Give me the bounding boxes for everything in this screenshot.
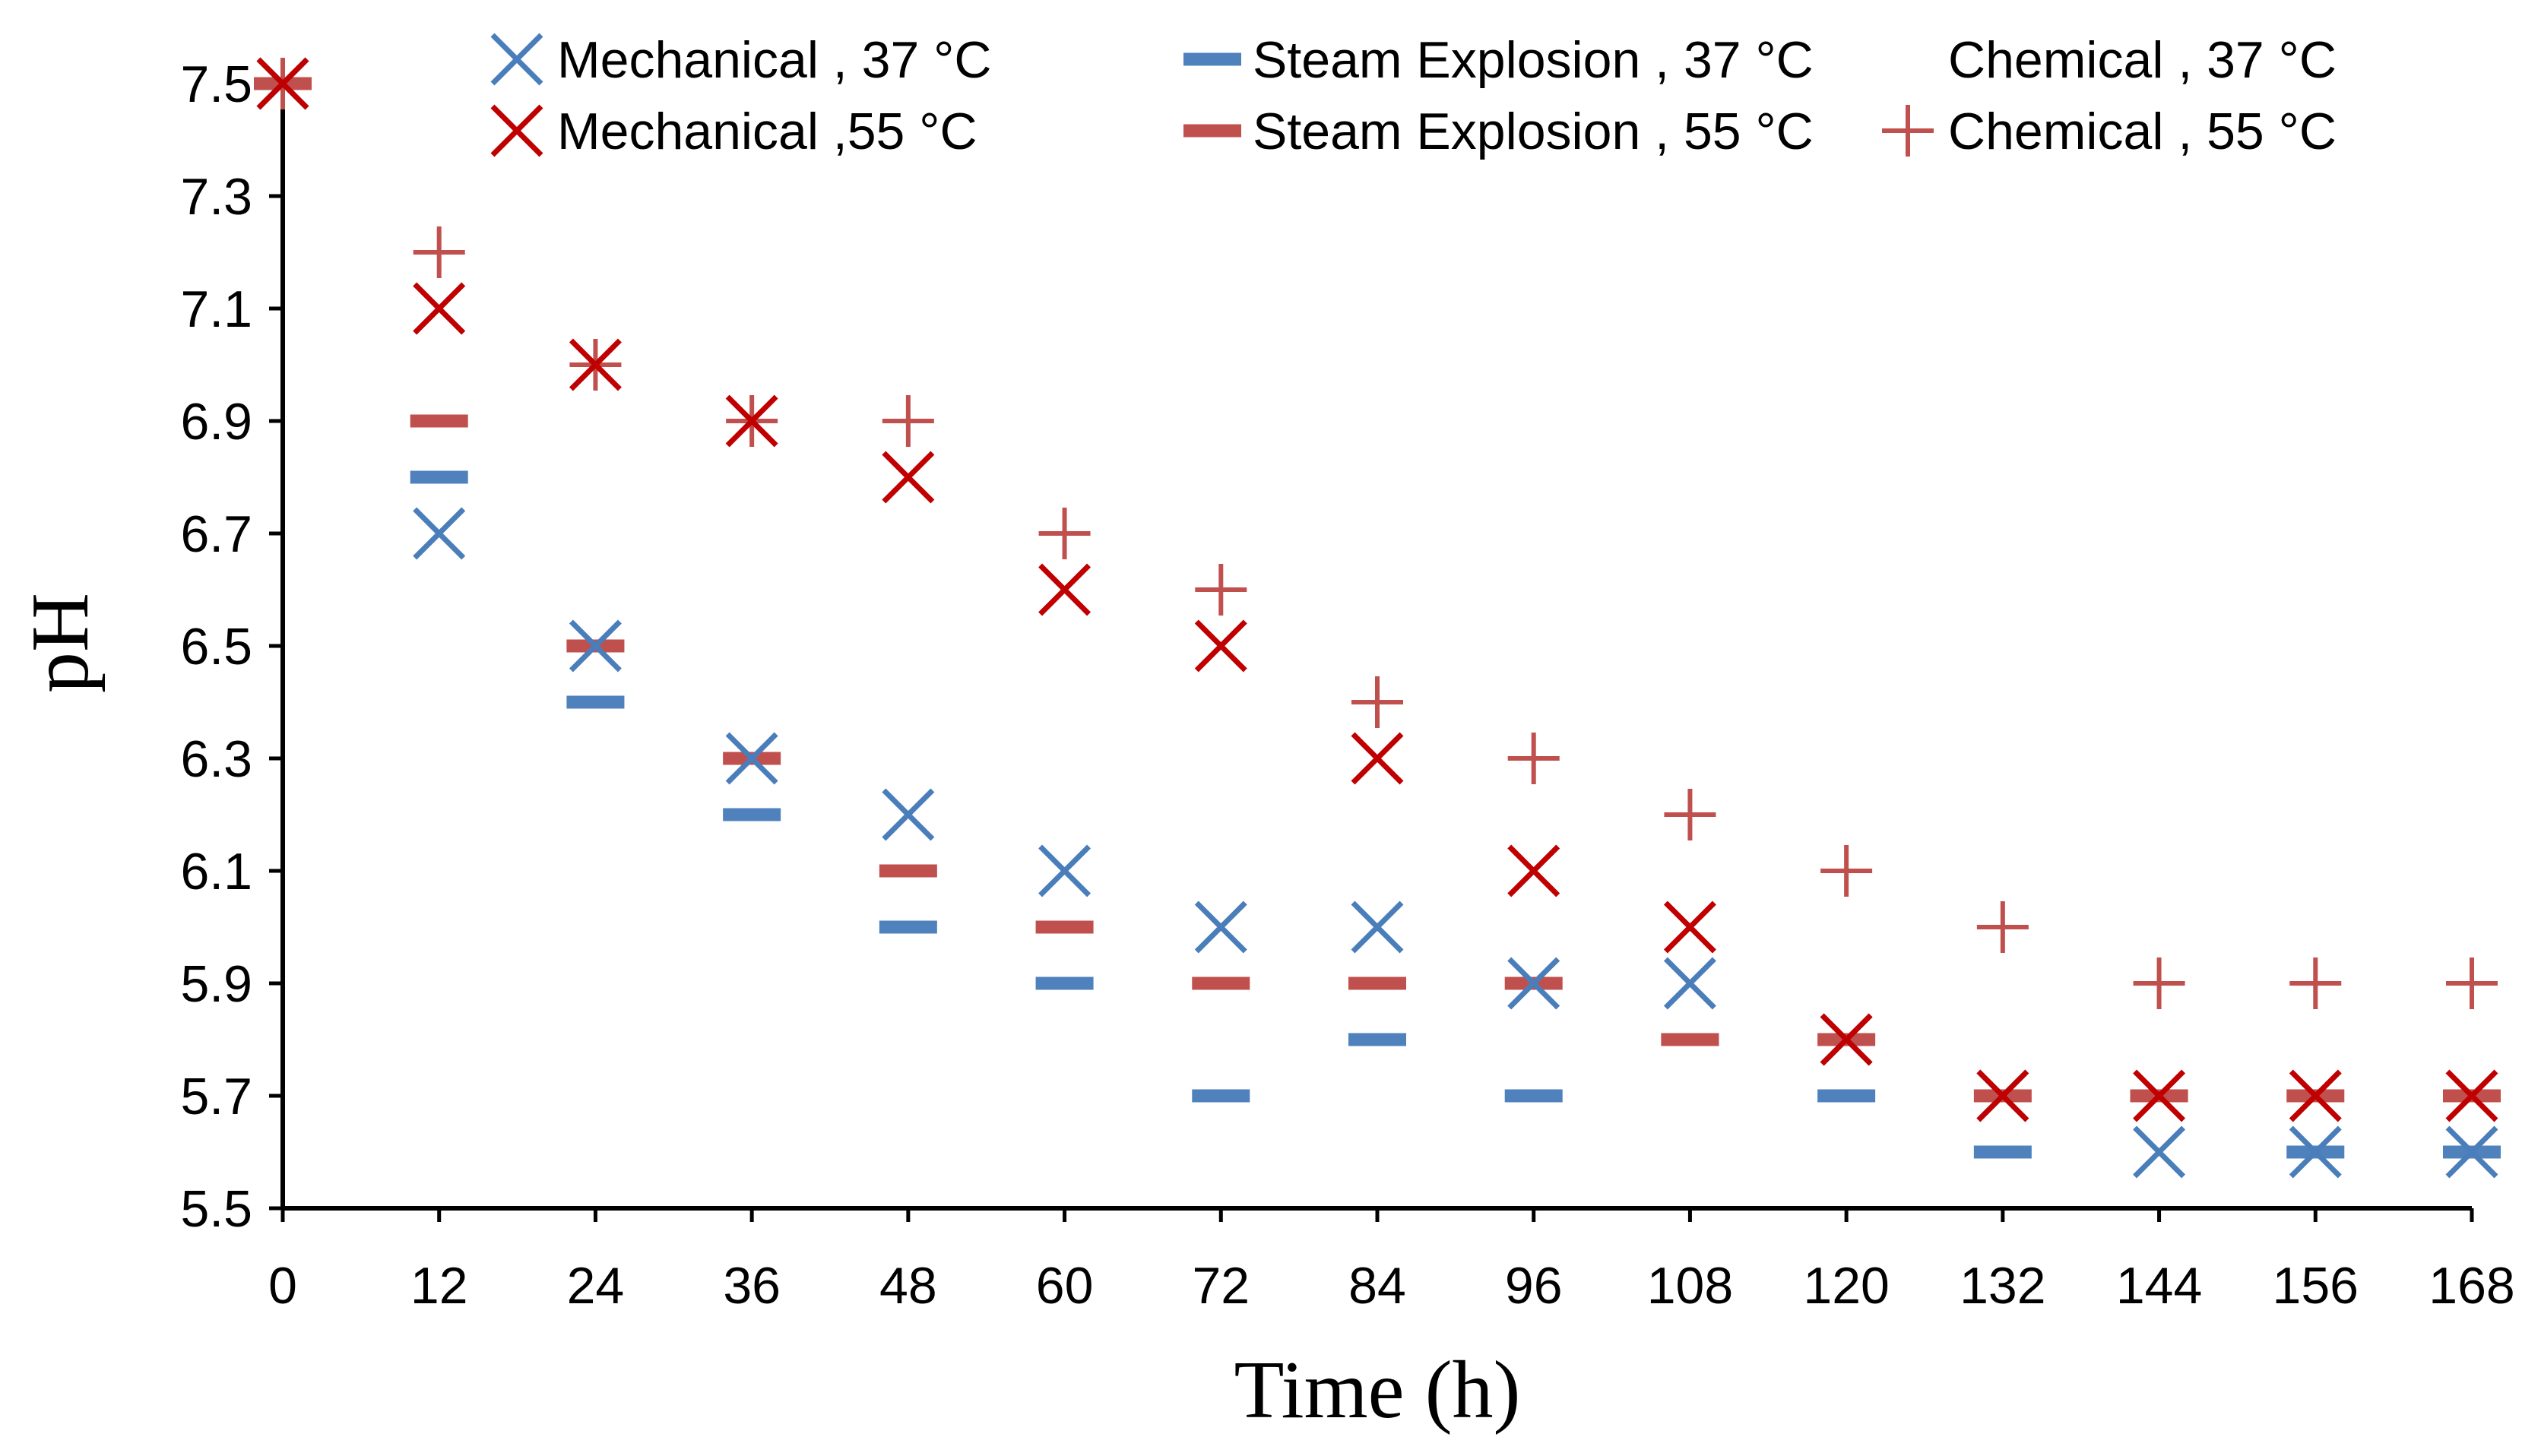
legend-label: Chemical , 55 °C — [1948, 103, 2337, 160]
data-point — [2133, 1069, 2186, 1122]
data-point — [1351, 901, 1404, 954]
y-tick-label: 7.5 — [180, 55, 252, 113]
data-point — [2133, 1125, 2186, 1179]
data-point — [1038, 508, 1091, 559]
data-point — [1038, 563, 1091, 616]
x-tick-label: 0 — [268, 1257, 297, 1315]
data-point — [2445, 1125, 2498, 1179]
data-marks — [254, 57, 2501, 1179]
x-tick-label: 12 — [410, 1257, 468, 1315]
data-point — [2289, 1069, 2342, 1122]
x-tick-label: 156 — [2273, 1257, 2359, 1315]
data-point — [725, 394, 778, 448]
data-point — [882, 788, 935, 841]
data-point — [1663, 957, 1716, 1010]
data-point — [413, 226, 465, 278]
x-tick-label: 84 — [1348, 1257, 1406, 1315]
y-tick-label: 6.1 — [180, 843, 252, 901]
data-point — [882, 395, 934, 447]
series-3-marks — [254, 77, 2501, 1103]
y-tick-label: 6.7 — [180, 505, 252, 563]
y-tick-label: 5.7 — [180, 1068, 252, 1125]
data-point — [2289, 957, 2342, 1009]
legend-item: Steam Explosion , 55 °C — [1183, 103, 1814, 160]
x-tick-label: 96 — [1505, 1257, 1563, 1315]
legend-label: Steam Explosion , 37 °C — [1253, 31, 1814, 89]
x-tick-label: 48 — [879, 1257, 937, 1315]
data-point — [256, 57, 309, 110]
data-point — [569, 619, 622, 673]
legend-item: Mechanical , 37 °C — [490, 31, 991, 89]
data-point — [1664, 789, 1716, 840]
data-point — [1351, 676, 1403, 728]
data-point — [569, 338, 622, 391]
legend-label: Mechanical , 37 °C — [557, 31, 991, 89]
x-tick-label: 24 — [567, 1257, 625, 1315]
data-point — [1194, 901, 1247, 954]
y-axis-title: pH — [15, 593, 106, 693]
data-point — [1976, 901, 2029, 953]
legend-item: Steam Explosion , 37 °C — [1183, 31, 1814, 89]
data-point — [413, 507, 466, 560]
data-point — [1820, 845, 1873, 897]
data-point — [1663, 901, 1716, 954]
x-tick-label: 144 — [2116, 1257, 2202, 1315]
y-tick-label: 5.5 — [180, 1180, 252, 1238]
y-tick-label: 7.3 — [180, 168, 252, 226]
data-point — [2446, 957, 2498, 1009]
data-point — [1038, 844, 1091, 897]
data-point — [725, 732, 778, 785]
data-point — [2289, 1125, 2342, 1179]
x-axis: 0 12 24 36 48 60 72 84 96 108 120 132 144 156 168 — [268, 1206, 2515, 1315]
y-tick-label: 6.3 — [180, 730, 252, 788]
x-tick-label: 120 — [1803, 1257, 1889, 1315]
y-tick-label: 6.9 — [180, 393, 252, 451]
x-tick-label: 108 — [1647, 1257, 1733, 1315]
data-point — [413, 282, 466, 335]
legend-label: Mechanical ,55 °C — [557, 103, 977, 160]
data-point — [2133, 957, 2185, 1009]
legend-marker — [490, 33, 543, 86]
legend-item: Chemical , 37 °C — [1948, 31, 2337, 89]
y-axis: 5.5 5.7 5.9 6.1 6.3 6.5 6.7 6.9 7.1 7.3 7.5 — [180, 55, 285, 1238]
x-tick-label: 72 — [1192, 1257, 1250, 1315]
y-tick-label: 5.9 — [180, 955, 252, 1013]
data-point — [2445, 1069, 2498, 1122]
x-tick-label: 168 — [2429, 1257, 2514, 1315]
x-axis-title: Time (h) — [1234, 1345, 1520, 1435]
legend-item: Chemical , 55 °C — [1882, 103, 2337, 160]
legend-item: Mechanical ,55 °C — [490, 103, 977, 160]
legend: Mechanical , 37 °C Mechanical ,55 °C Steam… — [490, 31, 2337, 160]
series-1-marks — [256, 57, 2498, 1122]
data-point — [1507, 957, 1560, 1010]
x-tick-label: 132 — [1960, 1257, 2045, 1315]
y-tick-label: 6.5 — [180, 618, 252, 676]
data-point — [1976, 1069, 2029, 1122]
data-point — [1820, 1013, 1873, 1066]
legend-marker — [490, 104, 543, 157]
series-5-marks — [257, 58, 2498, 1009]
legend-label: Steam Explosion , 55 °C — [1253, 103, 1814, 160]
x-tick-label: 60 — [1036, 1257, 1094, 1315]
data-point — [882, 451, 935, 504]
x-tick-label: 36 — [723, 1257, 781, 1315]
series-2-marks — [254, 77, 2501, 1159]
legend-marker — [1882, 105, 1934, 157]
data-point — [1195, 564, 1247, 616]
y-tick-label: 7.1 — [180, 280, 252, 338]
data-point — [1507, 733, 1560, 784]
data-point — [1351, 732, 1404, 785]
data-point — [1194, 619, 1247, 673]
data-point — [1507, 844, 1560, 897]
legend-label: Chemical , 37 °C — [1948, 31, 2337, 89]
